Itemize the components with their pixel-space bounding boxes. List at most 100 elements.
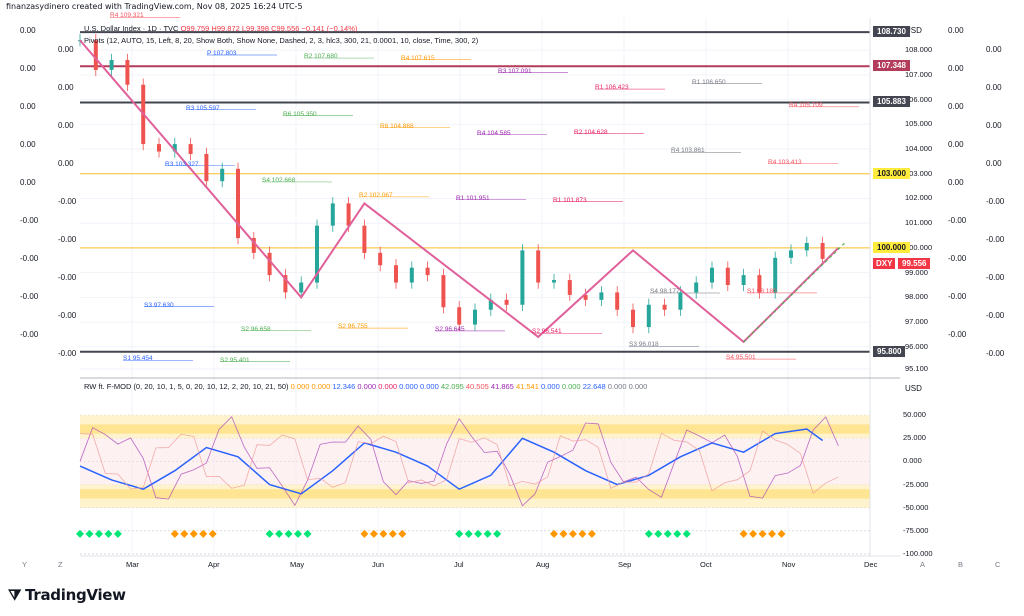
candle-body — [804, 242, 809, 251]
price-tick-label: 101.000 — [905, 218, 933, 228]
signal-marker — [199, 529, 208, 538]
candle-body — [473, 309, 477, 325]
oscillator-name: RW ft. F-MOD (0, 20, 10, 1, 5, 0, 20, 10… — [84, 382, 289, 391]
left-zero-label: -0.00 — [20, 254, 39, 263]
pivot-label: S4 102.668 — [262, 176, 296, 184]
price-tick-label: 95.100 — [905, 364, 928, 374]
last-price-value: 99.556 — [898, 258, 931, 269]
left-zero-label: -0.00 — [20, 216, 39, 225]
signal-marker — [682, 529, 691, 538]
right-zero-label: 0.00 — [948, 178, 964, 187]
right-zero-label: 0.00 — [948, 64, 964, 73]
brand-name: TradingView — [25, 586, 126, 604]
oscillator-value: 42.095 — [438, 382, 464, 391]
left-zero-label: -0.00 — [58, 235, 77, 244]
candle-body — [504, 299, 509, 305]
candle-body — [820, 242, 825, 259]
candle-body — [362, 225, 367, 253]
left-zero-label: -0.00 — [58, 311, 77, 320]
oscillator-value: 40.505 — [463, 382, 489, 391]
left-zero-label: -0.00 — [58, 349, 77, 358]
signal-marker — [663, 529, 672, 538]
osc-tick-label: -75.000 — [903, 525, 929, 535]
price-tick-label: 104.000 — [905, 144, 933, 154]
candle-body — [536, 250, 541, 283]
candle-body — [520, 250, 525, 305]
pivot-label: R4 107.615 — [401, 54, 435, 62]
oscillator-value: 0.000 — [376, 382, 398, 391]
legend-oscillator[interactable]: RW ft. F-MOD (0, 20, 10, 1, 5, 0, 20, 10… — [84, 382, 647, 391]
signal-marker — [493, 529, 502, 538]
oscillator-line-3 — [79, 430, 839, 494]
signal-marker — [170, 529, 179, 538]
candle-body — [283, 275, 288, 293]
osc-tick-label: 25.000 — [903, 433, 926, 443]
signal-marker — [265, 529, 274, 538]
pivot-label: R4 104.585 — [477, 129, 511, 137]
right-zero-label: -0.00 — [948, 292, 967, 301]
left-zero-label: -0.00 — [58, 197, 77, 206]
axis-letter-c: C — [995, 560, 1001, 569]
candle-body — [773, 257, 778, 293]
oscillator-value: 0.000 — [626, 382, 648, 391]
candle-body — [425, 267, 430, 276]
left-zero-label: -0.00 — [20, 330, 39, 339]
candle-body — [204, 153, 209, 182]
pivot-label: S1 95.454 — [123, 355, 153, 363]
pivot-label: S1 98.180 — [747, 287, 777, 295]
tradingview-mark-icon: ⧩ — [8, 586, 22, 604]
oscillator-value: 12.346 — [330, 382, 356, 391]
right-zero-label: -0.00 — [986, 311, 1005, 320]
pivot-label: S3 96.018 — [629, 341, 659, 349]
candle-body — [678, 292, 683, 310]
osc-tick-label: -25.000 — [903, 479, 929, 489]
price-tick-label: 106.000 — [905, 94, 933, 104]
legend-pivots[interactable]: Pivots (12, AUTO, 15, Left, 8, 20, Show … — [84, 36, 479, 45]
legend-symbol-row[interactable]: U.S. Dollar Index · 1D · TVC O99.759 H99… — [84, 24, 357, 33]
time-tick-label: Apr — [208, 560, 220, 569]
signal-marker — [550, 529, 558, 538]
osc-tick-label: -100.000 — [903, 549, 933, 558]
pivot-label: S4 98.177 — [650, 287, 680, 295]
candle-body — [251, 238, 256, 253]
pivot-label: R1 101.873 — [553, 196, 587, 204]
signal-marker — [559, 529, 568, 538]
ohlc-values: O99.759 H99.872 L99.398 C99.556 −0.141 (… — [180, 24, 358, 33]
tradingview-logo: ⧩ TradingView — [8, 586, 126, 604]
credit-line: finanzasydinero created with TradingView… — [6, 2, 303, 11]
price-tag: 103.000 — [873, 167, 910, 179]
signal-marker — [749, 529, 758, 538]
left-zero-label: 0.00 — [20, 140, 36, 149]
left-zero-label: -0.00 — [58, 273, 77, 282]
left-zero-label: 0.00 — [20, 178, 36, 187]
oscillator-value: 41.865 — [488, 382, 514, 391]
pivot-label: R4 105.709 — [789, 101, 823, 109]
candle-body — [125, 60, 130, 85]
pivot-label: R2 104.628 — [574, 128, 608, 136]
left-zero-label: 0.00 — [58, 83, 74, 92]
candle-body — [188, 144, 193, 154]
pivot-label: R1 101.951 — [456, 194, 490, 202]
candle-body — [757, 275, 762, 293]
axis-letter-a: A — [920, 560, 926, 569]
signal-marker — [180, 529, 189, 538]
candle-body — [299, 282, 304, 293]
axis-letter-b: B — [958, 560, 964, 569]
candle-body — [789, 250, 793, 258]
candle-body — [172, 144, 177, 152]
last-price-symbol: DXY — [873, 258, 896, 269]
candle-body — [615, 292, 620, 310]
price-tick-label: 97.000 — [905, 317, 928, 327]
left-zero-label: -0.00 — [20, 292, 39, 301]
pivot-label: R4 103.413 — [768, 158, 802, 166]
candle-body — [93, 40, 98, 70]
signal-marker — [379, 529, 388, 538]
signal-marker — [644, 529, 653, 538]
oscillator-line-2 — [79, 416, 839, 507]
candle-body — [346, 203, 351, 226]
pivot-label: S2 96.645 — [435, 325, 465, 333]
right-zero-label: 0.00 — [948, 26, 964, 35]
oscillator-value: 0.000 — [538, 382, 560, 391]
